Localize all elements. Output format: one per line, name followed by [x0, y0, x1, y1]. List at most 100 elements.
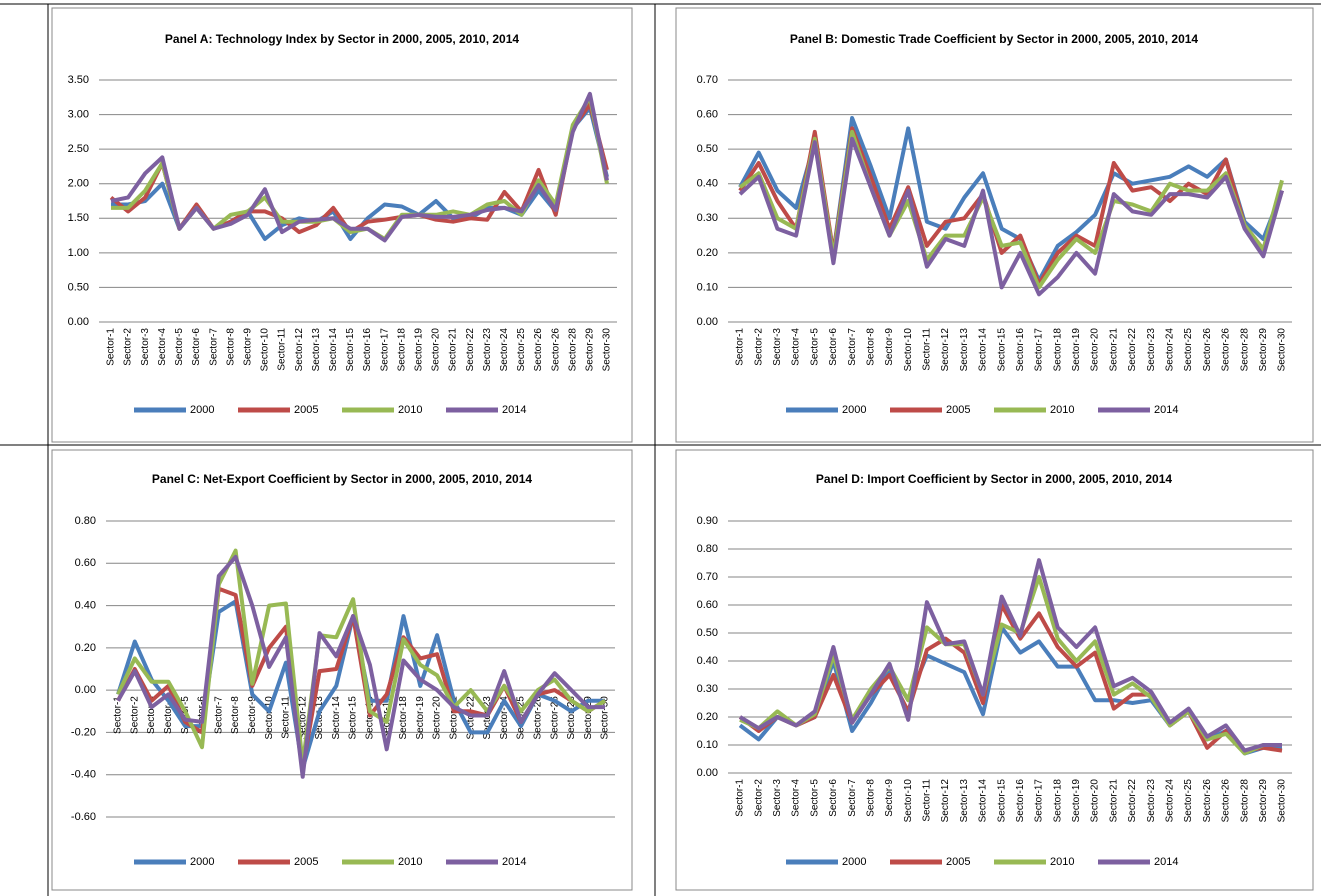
x-tick-label: Sector-26 — [533, 328, 544, 372]
y-tick-label: 0.00 — [697, 316, 718, 328]
x-tick-label: Sector-18 — [398, 696, 409, 740]
x-tick-label: Sector-7 — [208, 328, 219, 366]
x-tick-label: Sector-24 — [499, 328, 510, 372]
legend-label: 2005 — [294, 856, 318, 868]
y-tick-label: 0.50 — [697, 143, 718, 155]
x-tick-label: Sector-14 — [331, 696, 342, 740]
x-tick-label: Sector-23 — [482, 696, 493, 740]
x-tick-label: Sector-19 — [415, 696, 426, 740]
legend-label: 2014 — [502, 856, 526, 868]
x-tick-label: Sector-20 — [1090, 779, 1101, 823]
x-tick-label: Sector-21 — [448, 328, 459, 372]
x-tick-label: Sector-8 — [865, 328, 876, 366]
x-tick-label: Sector-8 — [865, 779, 876, 817]
x-tick-label: Sector-25 — [516, 328, 527, 372]
x-tick-label: Sector-23 — [482, 328, 493, 372]
panel-frame — [675, 449, 1314, 891]
chart-title: Panel B: Domestic Trade Coefficient by S… — [790, 32, 1199, 46]
x-tick-label: Sector-7 — [847, 779, 858, 817]
x-tick-label: Sector-14 — [978, 779, 989, 823]
x-tick-label: Sector-15 — [996, 328, 1007, 372]
x-tick-label: Sector-4 — [163, 696, 174, 734]
x-tick-label: Sector-10 — [264, 696, 275, 740]
panel-frame — [51, 449, 633, 891]
x-tick-label: Sector-30 — [602, 328, 613, 372]
x-tick-label: Sector-28 — [566, 696, 577, 740]
x-tick-label: Sector-3 — [146, 696, 157, 734]
x-tick-label: Sector-2 — [129, 696, 140, 734]
y-tick-label: 3.00 — [68, 108, 89, 120]
x-tick-label: Sector-30 — [1277, 779, 1288, 823]
legend-label: 2000 — [190, 404, 214, 416]
x-tick-label: Sector-21 — [449, 696, 460, 740]
x-tick-label: Sector-11 — [922, 328, 933, 371]
y-tick-label: 1.50 — [68, 212, 89, 224]
x-tick-label: Sector-6 — [828, 779, 839, 817]
y-tick-label: 2.50 — [68, 143, 89, 155]
x-tick-label: Sector-12 — [940, 779, 951, 823]
y-tick-label: 0.40 — [697, 655, 718, 667]
data-line — [738, 136, 1284, 297]
x-tick-label: Sector-17 — [379, 328, 390, 372]
data-line — [116, 554, 605, 779]
x-tick-label: Sector-30 — [1277, 328, 1288, 372]
data-line — [110, 91, 609, 243]
x-tick-label: Sector-6 — [828, 328, 839, 366]
y-tick-label: -0.40 — [71, 769, 96, 781]
legend-label: 2005 — [294, 404, 318, 416]
legend-label: 2005 — [946, 404, 970, 416]
legend-label: 2014 — [1154, 404, 1178, 416]
y-tick-label: 0.10 — [697, 281, 718, 293]
legend-label: 2000 — [190, 856, 214, 868]
chart-title: Panel A: Technology Index by Sector in 2… — [165, 32, 519, 46]
x-tick-label: Sector-18 — [1052, 328, 1063, 372]
y-tick-label: 0.20 — [697, 711, 718, 723]
x-tick-label: Sector-1 — [735, 328, 746, 366]
y-tick-label: 0.50 — [697, 627, 718, 639]
legend-label: 2014 — [502, 404, 526, 416]
x-tick-label: Sector-12 — [297, 696, 308, 740]
y-tick-label: 0.20 — [697, 247, 718, 259]
x-tick-label: Sector-15 — [345, 328, 356, 372]
data-line — [738, 116, 1284, 283]
x-tick-label: Sector-2 — [123, 328, 134, 366]
x-tick-label: Sector-7 — [847, 328, 858, 366]
y-tick-label: 0.00 — [75, 684, 96, 696]
x-tick-label: Sector-12 — [940, 328, 951, 372]
y-tick-label: 0.90 — [697, 515, 718, 527]
x-tick-label: Sector-26 — [532, 696, 543, 740]
x-tick-label: Sector-19 — [1071, 328, 1082, 372]
x-tick-label: Sector-10 — [903, 779, 914, 823]
y-tick-label: 0.30 — [697, 683, 718, 695]
x-tick-label: Sector-24 — [1165, 779, 1176, 823]
x-tick-label: Sector-13 — [311, 328, 322, 372]
y-tick-label: 0.60 — [697, 599, 718, 611]
y-tick-label: 0.60 — [75, 557, 96, 569]
x-tick-label: Sector-5 — [809, 328, 820, 366]
x-tick-label: Sector-2 — [753, 328, 764, 366]
x-tick-label: Sector-4 — [791, 779, 802, 817]
y-tick-label: 0.10 — [697, 739, 718, 751]
x-tick-label: Sector-9 — [242, 328, 253, 366]
y-tick-label: 0.00 — [68, 316, 89, 328]
x-tick-label: Sector-26 — [1202, 328, 1213, 372]
data-line — [116, 548, 607, 767]
x-tick-label: Sector-30 — [600, 696, 611, 740]
data-line — [109, 102, 609, 235]
x-tick-label: Sector-13 — [959, 779, 970, 823]
x-tick-label: Sector-12 — [294, 328, 305, 372]
y-tick-label: 1.00 — [68, 247, 89, 259]
y-tick-label: 0.30 — [697, 212, 718, 224]
x-tick-label: Sector-3 — [772, 779, 783, 817]
x-tick-label: Sector-26 — [1202, 779, 1213, 823]
x-tick-label: Sector-16 — [1015, 779, 1026, 823]
x-tick-label: Sector-22 — [465, 328, 476, 372]
legend-label: 2010 — [398, 856, 422, 868]
x-tick-label: Sector-20 — [1090, 328, 1101, 372]
data-line — [116, 599, 605, 771]
data-line — [738, 126, 1284, 286]
x-tick-label: Sector-15 — [996, 779, 1007, 823]
x-tick-label: Sector-26 — [1221, 328, 1232, 372]
x-tick-label: Sector-9 — [884, 328, 895, 366]
